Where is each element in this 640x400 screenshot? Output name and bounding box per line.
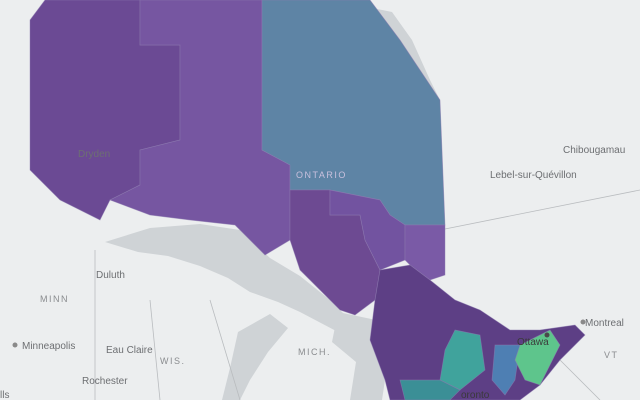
state-label: WIS.	[160, 356, 186, 366]
place-label: Minneapolis	[22, 341, 75, 352]
region-sudbury	[329, 189, 406, 271]
state-label: VT	[604, 350, 619, 360]
region-south	[399, 379, 461, 400]
lake-superior	[105, 224, 352, 332]
place-label: Dryden	[78, 149, 110, 160]
city-dot	[544, 332, 550, 338]
lake-michigan	[222, 314, 288, 400]
region-blue	[491, 344, 521, 396]
place-label: Montreal	[585, 318, 624, 329]
place-label: Chibougamau	[563, 145, 625, 156]
place-label: Duluth	[96, 270, 125, 281]
place-label: Lebel-sur-Quévillon	[490, 170, 577, 181]
city-dot	[12, 342, 18, 348]
region-green	[514, 329, 561, 386]
place-label: oronto	[461, 390, 490, 400]
place-label: lls	[0, 390, 9, 400]
place-label: Rochester	[82, 376, 128, 387]
place-label: Ottawa	[517, 337, 549, 348]
city-dot	[580, 319, 586, 325]
state-label: MICH.	[298, 347, 331, 357]
state-border	[94, 189, 640, 400]
place-label: Eau Claire	[106, 345, 153, 356]
state-label: MINN	[40, 294, 69, 304]
region-label: ONTARIO	[296, 170, 347, 180]
